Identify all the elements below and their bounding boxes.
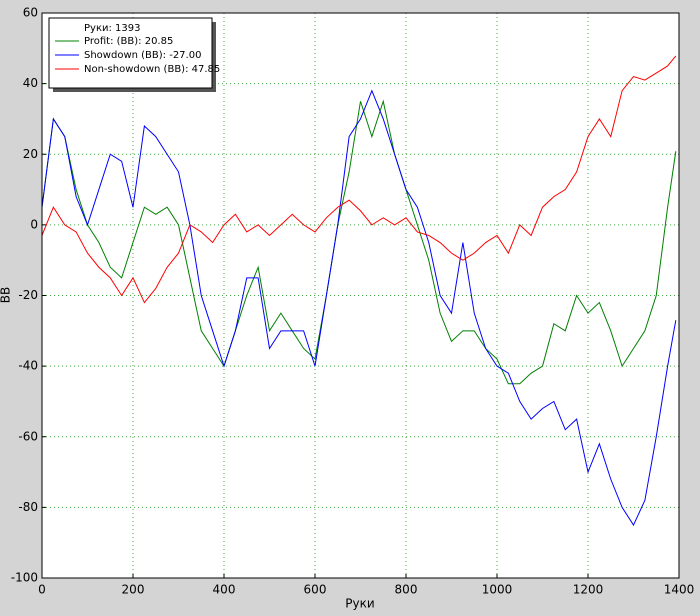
y-tick-label: -100 bbox=[11, 571, 38, 585]
legend: Руки: 1393 Profit: (BB): 20.85 Showdown (… bbox=[48, 17, 220, 92]
x-tick-label: 1200 bbox=[573, 583, 604, 597]
y-tick-label: 60 bbox=[23, 6, 38, 20]
legend-box bbox=[48, 17, 213, 89]
series-line bbox=[41, 89, 677, 527]
legend-title: Руки: 1393 bbox=[84, 23, 140, 34]
x-tick-label: 1000 bbox=[482, 583, 513, 597]
x-tick-label: 400 bbox=[213, 583, 236, 597]
legend-label: Profit: (BB): 20.85 bbox=[84, 36, 173, 47]
y-tick-label: -60 bbox=[18, 429, 38, 443]
y-tick-label: 0 bbox=[30, 217, 38, 231]
x-tick-label: 600 bbox=[304, 583, 327, 597]
x-tick-label: 800 bbox=[395, 583, 418, 597]
y-tick-label: -40 bbox=[18, 359, 38, 373]
y-axis-label: BB bbox=[0, 287, 13, 303]
legend-label: Showdown (BB): -27.00 bbox=[84, 50, 201, 61]
plot-frame bbox=[41, 12, 680, 579]
y-tick-label: 40 bbox=[23, 76, 38, 90]
y-tick-label: -20 bbox=[18, 288, 38, 302]
y-tick-label: -80 bbox=[18, 500, 38, 514]
y-tick-label: 20 bbox=[23, 147, 38, 161]
series-line bbox=[41, 99, 677, 385]
plot-area bbox=[42, 13, 679, 578]
series-line bbox=[41, 55, 677, 304]
x-axis-label: Руки bbox=[345, 597, 374, 611]
x-tick-label: 0 bbox=[38, 583, 46, 597]
x-tick-label: 200 bbox=[122, 583, 145, 597]
x-tick-label: 1400 bbox=[664, 583, 695, 597]
legend-label: Non-showdown (BB): 47.85 bbox=[84, 64, 220, 75]
